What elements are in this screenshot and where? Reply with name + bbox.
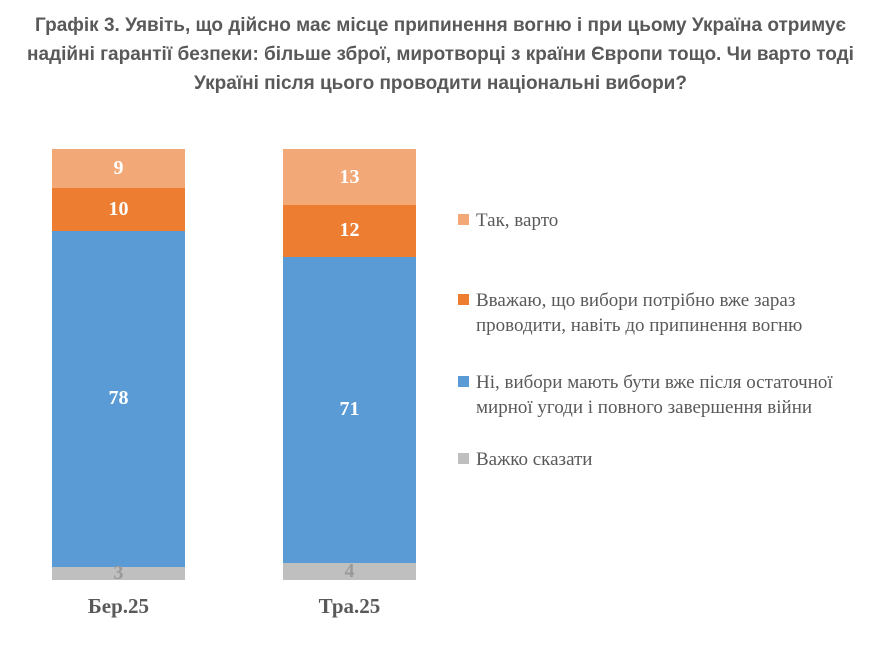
legend-label: Так, варто [476,210,559,231]
bar-segment: 71 [283,256,416,563]
bar-segment: 10 [52,187,185,231]
legend-item: Так, варто [458,208,848,233]
bar-segment: 4 [283,559,416,582]
bar-segment: 9 [52,149,185,188]
data-label: 12 [339,219,360,242]
legend-item: Вважаю, що вибори потрібно вже зараз про… [458,288,848,338]
bar-segment: 13 [283,149,416,206]
data-label: 9 [113,156,124,179]
legend-label: Вважаю, що вибори потрібно вже зараз про… [476,290,803,336]
bar-segment: 78 [52,230,185,568]
legend-item: Важко сказати [458,447,848,472]
data-label: 10 [108,197,129,220]
stacked-bar: 9 10 78 3 [52,149,185,584]
data-label: 3 [113,562,124,585]
legend-item: Ні, вибори мають бути вже після остаточн… [458,370,848,420]
legend-swatch-icon [458,376,469,387]
data-label: 71 [339,398,360,421]
legend-swatch-icon [458,453,469,464]
data-label: 4 [344,559,355,582]
bar-segment: 12 [283,205,416,257]
legend-label: Важко сказати [476,449,593,470]
category-label: Тра.25 [318,594,381,618]
data-label: 78 [108,387,129,410]
bar-segment: 3 [52,562,185,584]
data-label: 13 [339,165,360,188]
legend-label: Ні, вибори мають бути вже після остаточн… [476,372,833,418]
category-label: Бер.25 [87,594,150,618]
legend-swatch-icon [458,214,469,225]
stacked-bar: 13 12 71 4 [283,149,416,582]
chart-title: Графік 3. Уявіть, що дійсно має місце пр… [27,15,854,94]
legend-swatch-icon [458,294,469,305]
